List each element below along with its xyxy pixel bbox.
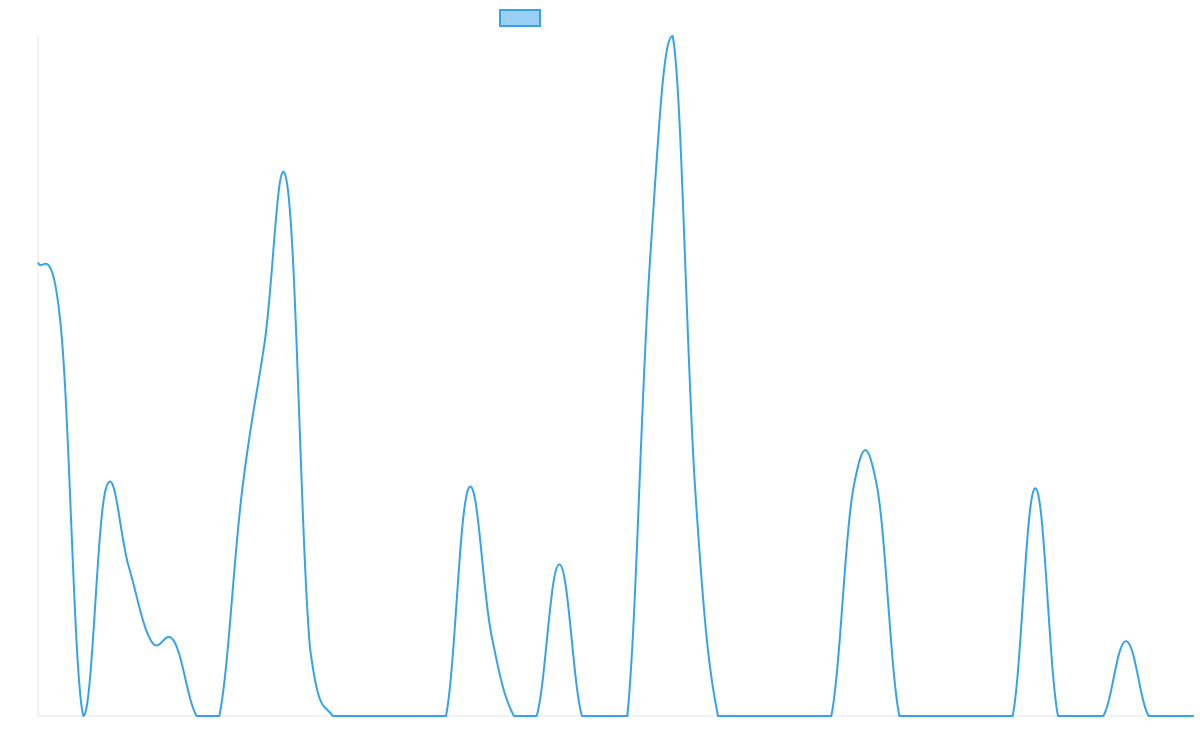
- data-point-0-31[interactable]: [738, 713, 744, 719]
- data-point-0-7[interactable]: [194, 713, 200, 719]
- data-point-0-42[interactable]: [987, 713, 993, 719]
- data-point-0-17[interactable]: [420, 713, 426, 719]
- legend-swatch[interactable]: [499, 9, 541, 27]
- data-point-0-40[interactable]: [942, 713, 948, 719]
- data-point-0-27[interactable]: [647, 257, 653, 263]
- data-point-0-38[interactable]: [896, 713, 902, 719]
- data-point-0-18[interactable]: [443, 713, 449, 719]
- data-point-0-2[interactable]: [80, 713, 86, 719]
- data-point-0-28[interactable]: [670, 33, 676, 39]
- data-point-0-9[interactable]: [239, 489, 245, 495]
- data-point-0-44[interactable]: [1032, 485, 1038, 491]
- data-point-0-22[interactable]: [534, 713, 540, 719]
- data-point-0-49[interactable]: [1146, 713, 1152, 719]
- data-point-0-34[interactable]: [806, 713, 812, 719]
- data-point-0-0[interactable]: [35, 259, 41, 265]
- data-point-0-13[interactable]: [330, 713, 336, 719]
- data-point-0-48[interactable]: [1123, 638, 1129, 644]
- data-point-0-10[interactable]: [262, 339, 268, 345]
- data-point-0-8[interactable]: [216, 713, 222, 719]
- data-point-0-47[interactable]: [1100, 713, 1106, 719]
- data-point-0-24[interactable]: [579, 713, 585, 719]
- data-point-0-45[interactable]: [1055, 713, 1061, 719]
- data-point-0-30[interactable]: [715, 713, 721, 719]
- data-point-0-19[interactable]: [466, 485, 472, 491]
- data-point-0-1[interactable]: [58, 322, 64, 328]
- data-point-0-39[interactable]: [919, 713, 925, 719]
- series-line-0: [37, 35, 1194, 717]
- data-point-0-14[interactable]: [352, 713, 358, 719]
- data-point-0-36[interactable]: [851, 482, 857, 488]
- data-point-0-26[interactable]: [624, 713, 630, 719]
- data-point-0-29[interactable]: [692, 489, 698, 495]
- data-point-0-3[interactable]: [103, 485, 109, 491]
- data-point-0-33[interactable]: [783, 713, 789, 719]
- data-point-0-5[interactable]: [148, 638, 154, 644]
- data-point-0-16[interactable]: [398, 713, 404, 719]
- data-point-0-20[interactable]: [488, 631, 494, 637]
- data-point-0-41[interactable]: [964, 713, 970, 719]
- data-point-0-12[interactable]: [307, 645, 313, 651]
- data-point-0-4[interactable]: [126, 563, 132, 569]
- data-point-0-35[interactable]: [828, 713, 834, 719]
- data-point-0-11[interactable]: [284, 183, 290, 189]
- data-point-0-15[interactable]: [375, 713, 381, 719]
- data-point-0-37[interactable]: [874, 482, 880, 488]
- data-point-0-43[interactable]: [1010, 713, 1016, 719]
- data-point-0-32[interactable]: [760, 713, 766, 719]
- data-point-0-50[interactable]: [1168, 713, 1174, 719]
- data-point-0-6[interactable]: [171, 638, 177, 644]
- data-point-0-23[interactable]: [556, 561, 562, 567]
- series-layer: [35, 33, 1197, 719]
- data-point-0-46[interactable]: [1078, 713, 1084, 719]
- data-point-0-25[interactable]: [602, 713, 608, 719]
- data-point-0-51[interactable]: [1191, 713, 1197, 719]
- data-point-0-21[interactable]: [511, 713, 517, 719]
